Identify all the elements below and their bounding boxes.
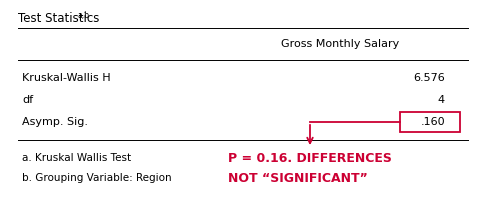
Text: 6.576: 6.576 — [413, 73, 445, 83]
Text: b. Grouping Variable: Region: b. Grouping Variable: Region — [22, 173, 172, 183]
Text: df: df — [22, 95, 33, 105]
Bar — [400, 112, 460, 132]
Text: NOT “SIGNIFICANT”: NOT “SIGNIFICANT” — [228, 172, 368, 184]
Text: .160: .160 — [420, 117, 445, 127]
Text: Test Statistics: Test Statistics — [18, 12, 99, 25]
Text: Asymp. Sig.: Asymp. Sig. — [22, 117, 88, 127]
Text: P = 0.16. DIFFERENCES: P = 0.16. DIFFERENCES — [228, 151, 392, 165]
Text: Kruskal-Wallis H: Kruskal-Wallis H — [22, 73, 110, 83]
Text: 4: 4 — [438, 95, 445, 105]
Text: a. Kruskal Wallis Test: a. Kruskal Wallis Test — [22, 153, 131, 163]
Text: a,b: a,b — [78, 11, 90, 20]
Text: Gross Monthly Salary: Gross Monthly Salary — [281, 39, 399, 49]
